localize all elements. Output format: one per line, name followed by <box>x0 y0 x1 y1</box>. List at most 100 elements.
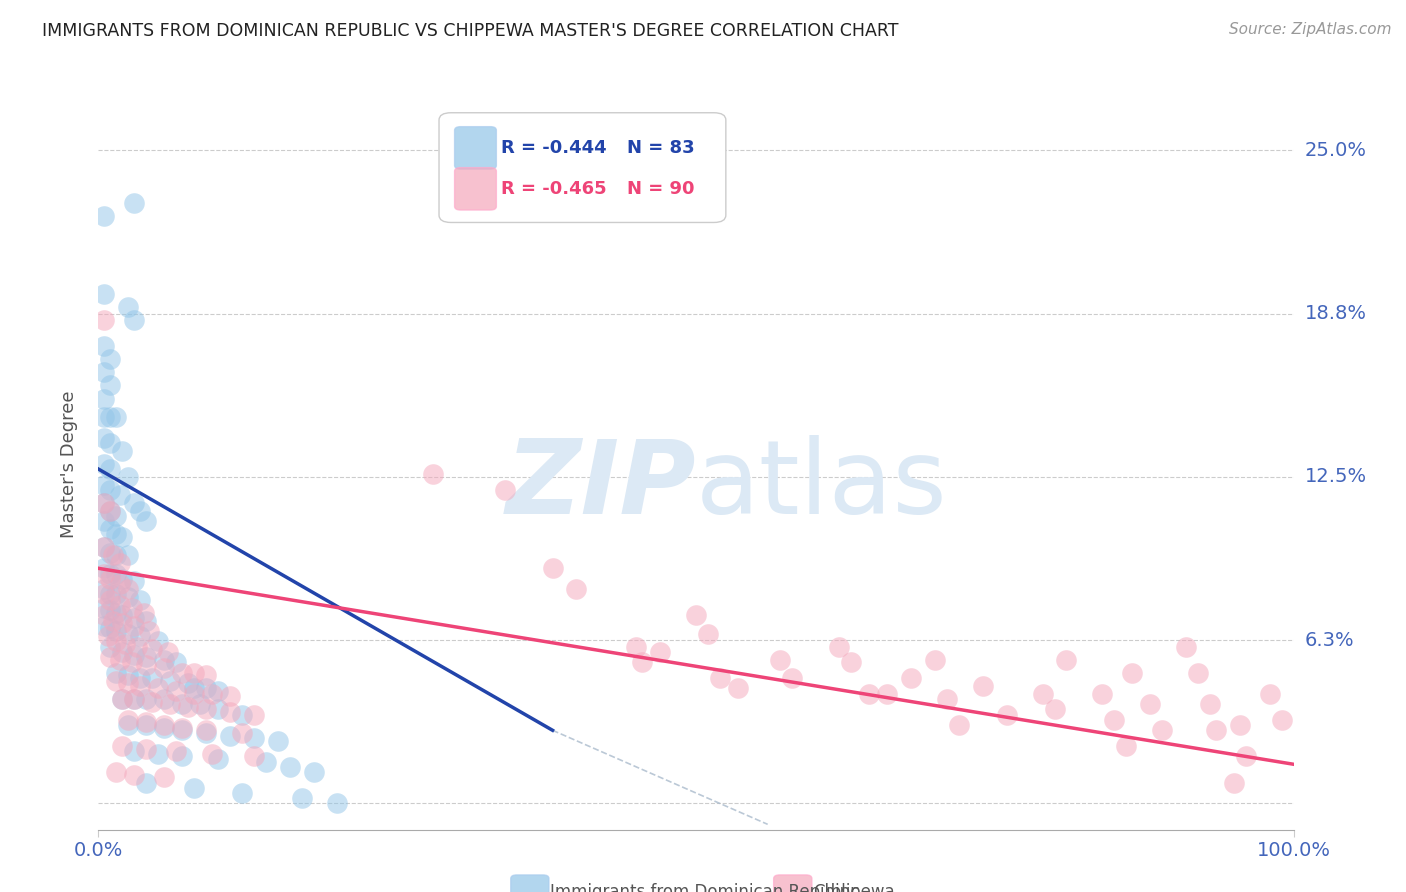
Point <box>541 561 564 575</box>
Point <box>98 436 122 450</box>
Point <box>108 488 131 502</box>
Point <box>727 681 749 696</box>
Point <box>153 653 176 667</box>
Point <box>93 566 115 581</box>
Point <box>302 765 325 780</box>
Point <box>125 640 148 654</box>
Point <box>98 483 122 497</box>
Point <box>108 653 131 667</box>
Point <box>98 409 122 424</box>
FancyBboxPatch shape <box>454 127 496 169</box>
Point <box>93 477 115 491</box>
FancyBboxPatch shape <box>773 875 811 892</box>
Point <box>207 752 229 766</box>
Point <box>494 483 516 497</box>
Point <box>93 541 115 555</box>
Point <box>98 522 122 536</box>
Point <box>254 755 277 769</box>
Point <box>98 504 122 518</box>
Point <box>98 572 122 586</box>
Point <box>124 195 146 210</box>
Point <box>828 640 851 654</box>
Point <box>124 767 146 781</box>
Point <box>117 300 139 314</box>
Point <box>129 592 152 607</box>
Point <box>148 634 170 648</box>
Point <box>105 409 128 424</box>
Point <box>177 676 200 690</box>
Text: N = 90: N = 90 <box>627 180 695 198</box>
Point <box>135 715 157 730</box>
Point <box>159 697 181 711</box>
Point <box>111 645 134 659</box>
Point <box>219 705 242 719</box>
Point <box>117 676 139 690</box>
Point <box>219 690 242 704</box>
Point <box>156 645 179 659</box>
Point <box>111 608 134 623</box>
Point <box>124 496 146 510</box>
Point <box>231 707 253 722</box>
Point <box>121 600 143 615</box>
Point <box>935 692 957 706</box>
Point <box>1091 687 1114 701</box>
Point <box>278 760 301 774</box>
Point <box>924 653 946 667</box>
Point <box>1054 653 1078 667</box>
Point <box>1271 713 1294 727</box>
Point <box>1198 697 1220 711</box>
Point <box>780 671 803 685</box>
Point <box>93 561 115 575</box>
Point <box>231 786 253 800</box>
Point <box>98 603 122 617</box>
Point <box>93 608 115 623</box>
Point <box>121 656 143 670</box>
Point <box>290 791 312 805</box>
Point <box>93 619 115 633</box>
Point <box>108 598 131 612</box>
Point <box>93 496 115 510</box>
Text: ZIP: ZIP <box>505 435 696 536</box>
Point <box>1187 665 1209 680</box>
Point <box>648 645 672 659</box>
Point <box>98 566 122 581</box>
Text: 12.5%: 12.5% <box>1305 467 1367 486</box>
FancyBboxPatch shape <box>454 168 496 210</box>
Point <box>98 462 122 476</box>
Point <box>183 665 205 680</box>
Point <box>124 744 146 758</box>
Point <box>995 707 1018 722</box>
Point <box>231 726 253 740</box>
Point <box>1205 723 1227 738</box>
Point <box>1234 749 1257 764</box>
Text: R = -0.444: R = -0.444 <box>501 139 607 157</box>
Point <box>1175 640 1198 654</box>
Point <box>153 718 176 732</box>
Point <box>194 668 217 682</box>
Point <box>93 392 115 406</box>
Point <box>93 431 115 445</box>
Point <box>1032 687 1054 701</box>
Point <box>243 707 266 722</box>
Point <box>117 718 139 732</box>
Point <box>111 572 134 586</box>
Point <box>194 726 217 740</box>
Point <box>135 775 157 789</box>
Point <box>138 624 160 638</box>
Point <box>98 546 122 560</box>
Point <box>172 723 194 738</box>
Text: IMMIGRANTS FROM DOMINICAN REPUBLIC VS CHIPPEWA MASTER'S DEGREE CORRELATION CHART: IMMIGRANTS FROM DOMINICAN REPUBLIC VS CH… <box>42 22 898 40</box>
Point <box>709 671 731 685</box>
Text: 6.3%: 6.3% <box>1305 631 1354 649</box>
Point <box>93 582 115 597</box>
Point <box>98 504 122 518</box>
Point <box>1150 723 1173 738</box>
Point <box>111 616 134 631</box>
Point <box>111 692 134 706</box>
Point <box>159 673 181 688</box>
Point <box>93 339 115 353</box>
Point <box>201 687 224 701</box>
Point <box>141 671 163 685</box>
Point <box>172 749 194 764</box>
Point <box>697 626 720 640</box>
